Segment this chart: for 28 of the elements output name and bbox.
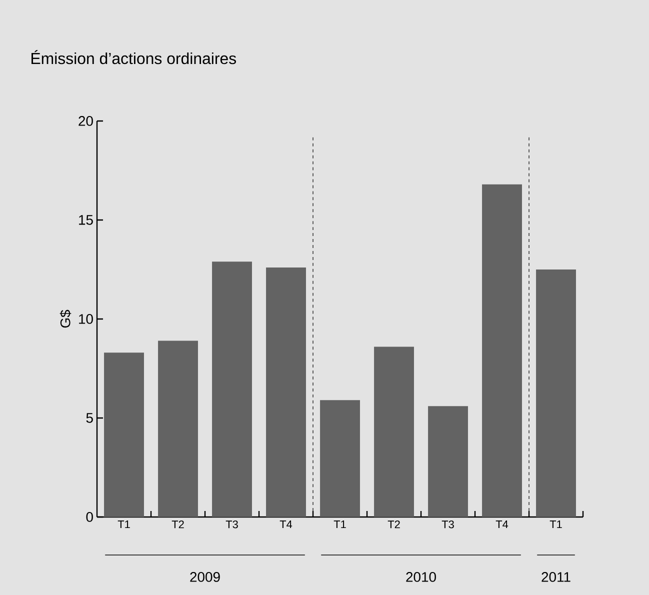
bar <box>374 346 414 517</box>
bar <box>158 340 198 517</box>
bar <box>104 352 144 517</box>
y-axis-title: G$ <box>60 310 72 328</box>
x-tick-label: T3 <box>226 520 238 528</box>
y-tick-label: 5 <box>86 413 93 423</box>
y-tick-label: 10 <box>79 314 93 324</box>
bar <box>266 268 306 517</box>
x-tick-label: T1 <box>550 520 562 528</box>
y-tick-label: 15 <box>79 215 93 225</box>
y-tick-label: 20 <box>78 116 93 126</box>
chart-title: Émission d’actions ordinaires <box>32 50 236 64</box>
text: 2011 <box>542 572 570 582</box>
x-tick-label: T2 <box>172 520 184 528</box>
bar <box>536 269 576 517</box>
bar <box>320 400 360 517</box>
x-tick-label: T4 <box>496 520 508 528</box>
bar <box>212 262 252 517</box>
x-tick-label: T4 <box>280 520 292 528</box>
text: 2010 <box>406 572 436 582</box>
text: 2009 <box>190 572 220 582</box>
bar <box>482 184 522 517</box>
x-tick-label: T1 <box>334 520 346 528</box>
x-tick-label: T2 <box>388 520 400 528</box>
y-tick-label: 0 <box>86 512 93 522</box>
x-tick-label: T1 <box>118 520 130 528</box>
bar <box>428 406 468 517</box>
x-tick-label: T3 <box>442 520 454 528</box>
